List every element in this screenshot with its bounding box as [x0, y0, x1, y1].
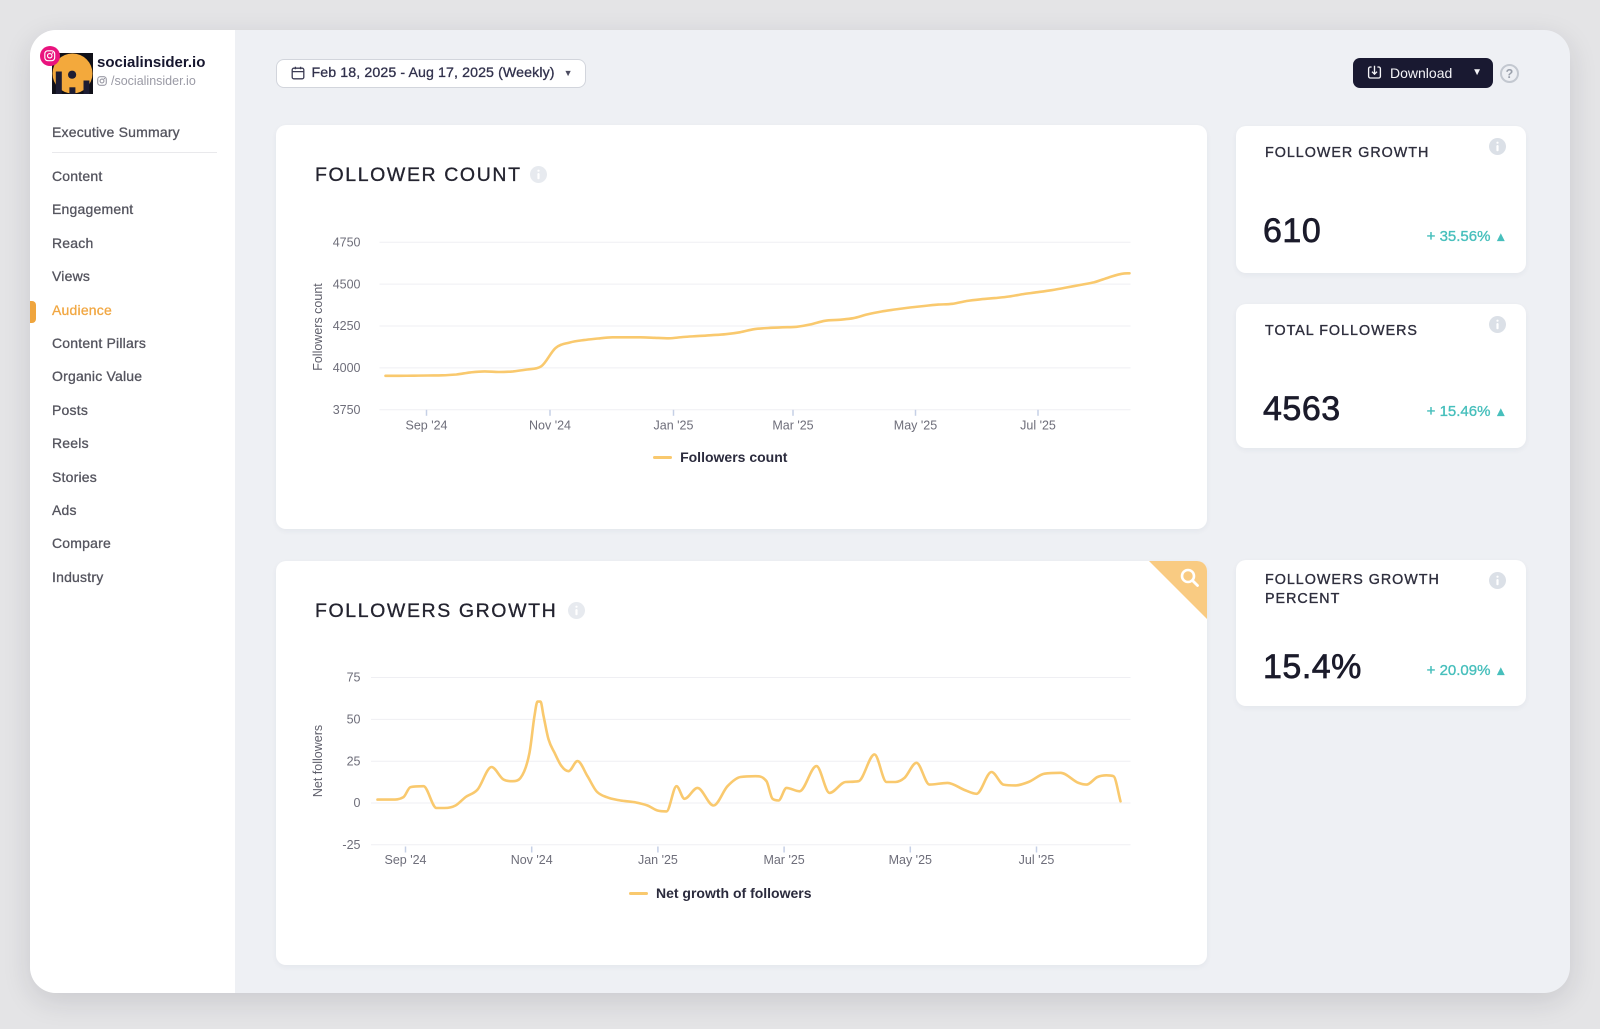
svg-text:4500: 4500	[332, 277, 360, 291]
svg-text:25: 25	[346, 755, 360, 769]
svg-text:Jul '25: Jul '25	[1018, 853, 1054, 867]
svg-text:50: 50	[346, 713, 360, 727]
svg-text:Jul '25: Jul '25	[1020, 418, 1056, 432]
svg-text:4750: 4750	[332, 235, 360, 249]
svg-text:-25: -25	[342, 838, 360, 852]
svg-text:75: 75	[346, 671, 360, 685]
svg-text:3750: 3750	[332, 403, 360, 417]
svg-text:May '25: May '25	[888, 853, 931, 867]
svg-text:Mar '25: Mar '25	[772, 418, 813, 432]
svg-text:May '25: May '25	[893, 418, 936, 432]
svg-text:Mar '25: Mar '25	[763, 853, 804, 867]
svg-text:Sep '24: Sep '24	[384, 853, 426, 867]
svg-text:Jan '25: Jan '25	[653, 418, 693, 432]
svg-text:Nov '24: Nov '24	[529, 418, 571, 432]
svg-text:Jan '25: Jan '25	[637, 853, 677, 867]
svg-text:0: 0	[353, 796, 360, 810]
svg-text:Sep '24: Sep '24	[405, 418, 447, 432]
svg-text:Nov '24: Nov '24	[510, 853, 552, 867]
svg-text:4250: 4250	[332, 319, 360, 333]
svg-text:4000: 4000	[332, 361, 360, 375]
